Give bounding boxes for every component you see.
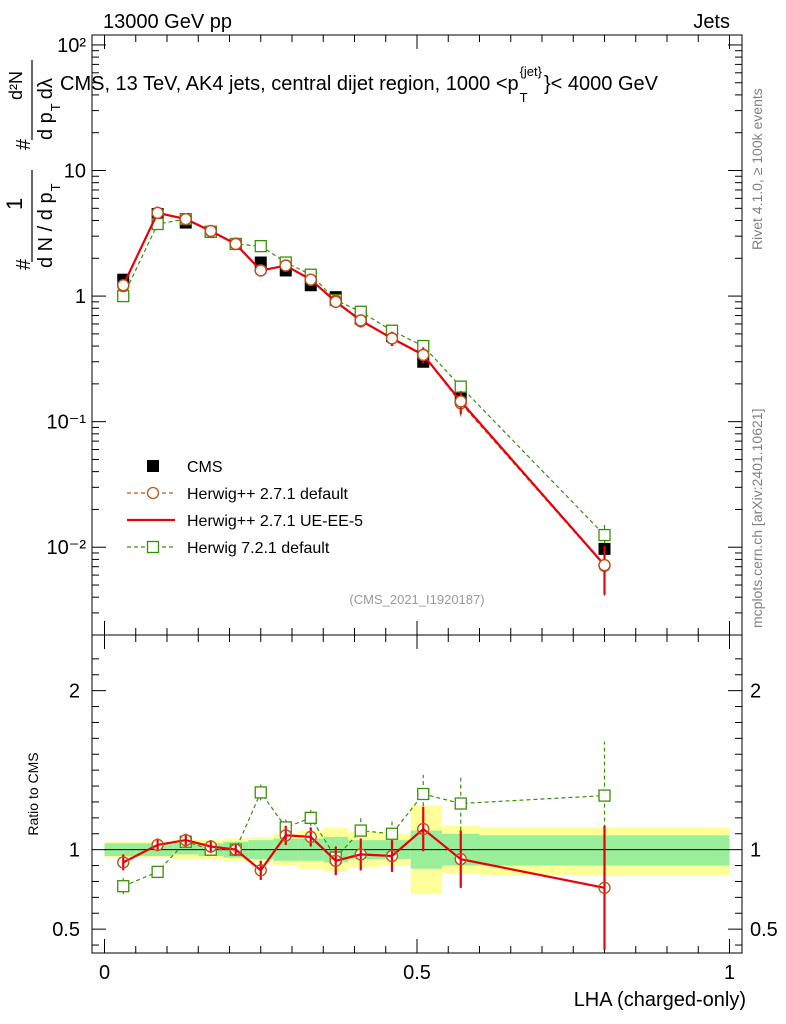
herwig721-ratio-marker — [354, 824, 367, 837]
herwig271-ratio-marker — [417, 822, 430, 836]
herwig271-ratio-marker — [254, 864, 267, 877]
herwig271-main-marker — [454, 395, 467, 408]
herwig721-ratio-marker — [385, 827, 399, 840]
herwig721-ratio-marker — [117, 880, 130, 893]
ueee5-ratio-line — [122, 827, 605, 889]
herwig721-ratio-marker — [417, 787, 430, 801]
main-ytick-label: 10⁻² — [47, 537, 87, 559]
legend-label: Herwig++ 2.7.1 default — [187, 486, 349, 503]
main-ytick-label: 10⁻¹ — [47, 412, 87, 434]
herwig271-ratio-marker — [229, 843, 242, 856]
herwig271-ratio-marker — [151, 838, 164, 851]
herwig721-ratio-marker — [598, 789, 611, 802]
herwig271-ratio-marker — [117, 856, 130, 869]
energy-label: 13000 GeV pp — [103, 11, 232, 33]
herwig721-ratio-marker — [454, 797, 467, 810]
herwig271-ratio-marker — [304, 830, 317, 844]
herwig271-ratio-marker — [598, 881, 611, 894]
ratio-plot-frame — [91, 634, 743, 954]
herwig271-ratio-marker — [385, 849, 399, 863]
xtick-label: 1 — [724, 962, 735, 984]
svg-text:1: 1 — [2, 198, 27, 210]
ratio-uncertainty-bands — [104, 805, 730, 895]
ratio-ytick-label-right: 1 — [750, 840, 761, 862]
herwig271-main-marker — [254, 264, 267, 277]
ylabel-frac-den: d N / d pT — [35, 183, 63, 268]
ratio-ytick-label-left: 1 — [69, 840, 80, 862]
ratio-ytick-label-right: 2 — [750, 681, 761, 703]
main-ytick-label: 10 — [64, 161, 86, 183]
herwig271-main-marker — [417, 348, 430, 362]
herwig271-main-marker — [304, 273, 317, 286]
herwig271-ratio-marker — [279, 829, 292, 842]
legend: CMS Herwig++ 2.7.1 default Herwig++ 2.7.1 … — [127, 459, 363, 557]
ratio-ytick-label-left: 2 — [69, 681, 80, 703]
mcplots-label: mcplots.cern.ch [arXiv:2401.10621] — [749, 409, 765, 628]
herwig721-main-marker — [454, 380, 467, 393]
svg-text:d²N: d²N — [6, 71, 26, 100]
ratio-ylabel: Ratio to CMS — [25, 752, 41, 835]
herwig721-ratio-marker — [304, 811, 317, 824]
herwig271-main-marker — [385, 332, 399, 345]
herwig271-main-marker — [117, 279, 130, 292]
svg-text:#: # — [13, 258, 35, 270]
herwig271-main-marker — [229, 237, 242, 251]
main-ylabel: # 1 d N / d pT # d²N d pTdλ — [2, 60, 63, 270]
svg-text:#: # — [13, 138, 35, 150]
legend-h721-marker — [146, 540, 160, 554]
herwig271-ratio-marker — [179, 834, 192, 847]
herwig271-main-marker — [329, 295, 342, 308]
xtick-label: 0.5 — [403, 962, 431, 984]
herwig271-ratio-marker — [354, 848, 367, 861]
herwig271-main-marker — [279, 259, 292, 272]
herwig271-main-marker — [598, 559, 611, 572]
herwig721-ratio-marker — [254, 786, 267, 799]
ratio-ytick-label-right: 0.5 — [750, 919, 778, 941]
herwig271-ratio-marker — [454, 853, 467, 866]
herwig721-ratio-line — [123, 791, 605, 887]
legend-h271-marker — [146, 486, 160, 500]
legend-label: Herwig 7.2.1 default — [187, 540, 330, 557]
x-axis-label: LHA (charged-only) — [574, 989, 746, 1011]
herwig271-ratio-marker — [204, 840, 217, 853]
herwig721-main-marker — [254, 239, 267, 253]
herwig271-main-marker — [151, 206, 164, 219]
xtick-label: 0 — [99, 962, 110, 984]
legend-label: CMS — [187, 459, 223, 476]
ylabel-frac2-den: d pTdλ — [35, 78, 63, 140]
herwig721-ratio-marker — [151, 865, 164, 879]
herwig271-main-marker — [204, 224, 217, 238]
main-ytick-label: 1 — [75, 286, 86, 308]
herwig271-ratio-marker — [329, 854, 342, 867]
legend-cms-swatch — [147, 460, 159, 472]
herwig271-main-marker — [354, 314, 367, 327]
herwig271-main-marker — [179, 213, 192, 226]
main-ytick-label: 10² — [57, 35, 86, 57]
herwig721-main-marker — [598, 528, 611, 542]
axes-ticks: 10⁻² 10⁻¹ 1 10 10² 0.5 0.5 1 1 2 2 0 0.5 1 — [47, 35, 778, 984]
rivet-version-label: Rivet 4.1.0, ≥ 100k events — [749, 88, 765, 250]
data-series — [117, 206, 611, 950]
category-label: Jets — [693, 11, 730, 33]
legend-label: Herwig++ 2.7.1 UE-EE-5 — [187, 513, 363, 530]
analysis-id: (CMS_2021_I1920187) — [349, 592, 484, 607]
plot-title: CMS, 13 TeV, AK4 jets, central dijet reg… — [60, 64, 659, 105]
band-inner-bin — [173, 843, 199, 855]
ratio-ytick-label-left: 0.5 — [52, 919, 80, 941]
